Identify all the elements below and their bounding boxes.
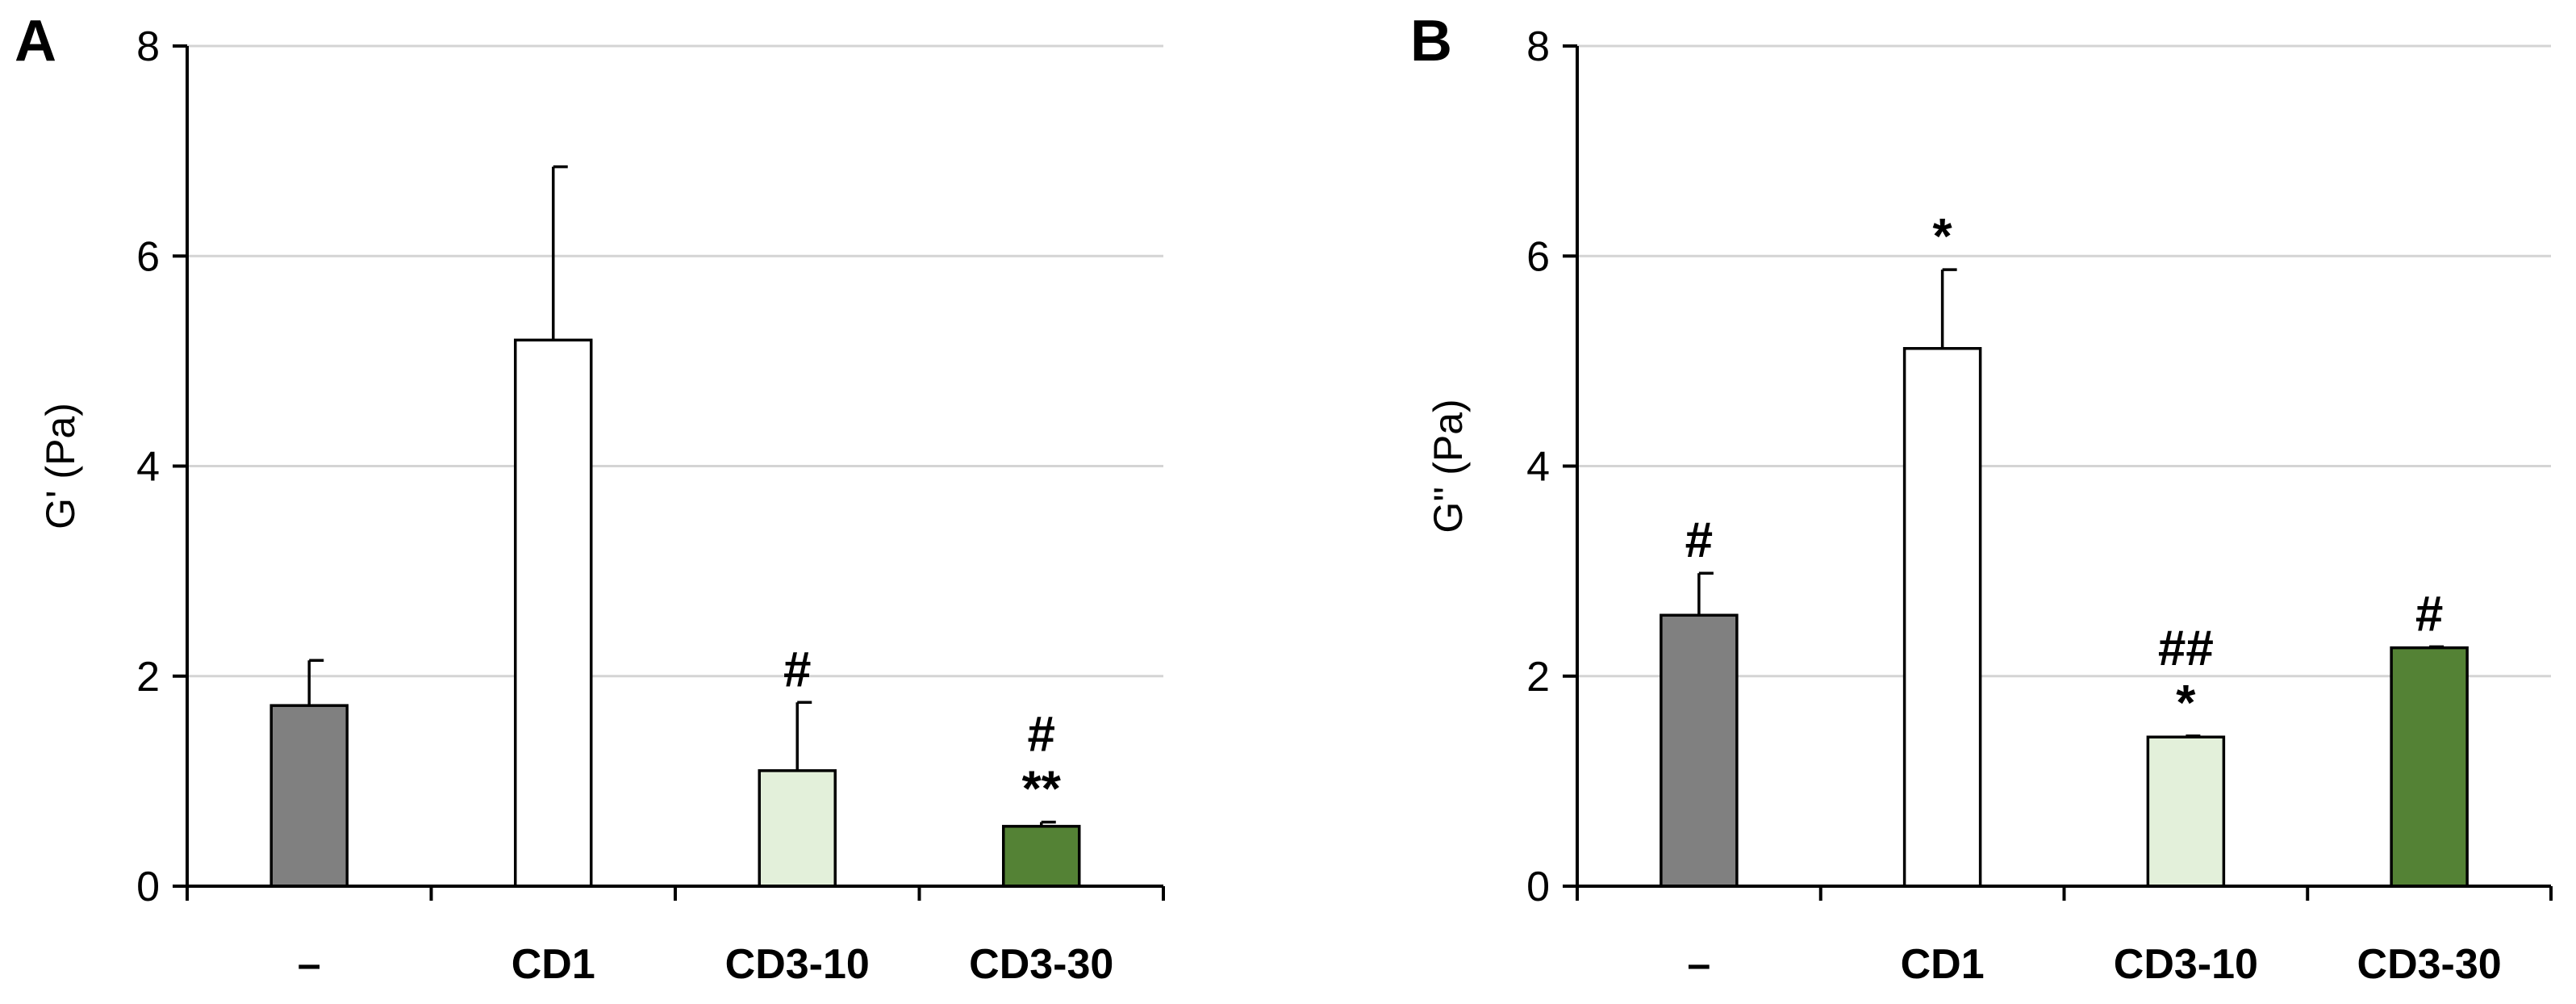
x-tick-label: CD3-30	[969, 941, 1113, 988]
y-tick-label: 6	[136, 233, 160, 280]
significance-mark: #	[1685, 512, 1713, 568]
y-axis-label: G' (Pa)	[38, 403, 83, 529]
bar	[514, 338, 593, 888]
significance-mark: #	[1028, 707, 1055, 763]
x-tick-label: CD3-10	[2114, 941, 2258, 988]
bar	[269, 704, 349, 888]
panel-label: A	[15, 9, 56, 73]
significance-mark: #	[2415, 586, 2443, 642]
bar	[2390, 646, 2469, 888]
x-tick-label: CD3-30	[2357, 941, 2502, 988]
bar	[1660, 613, 1739, 888]
bar	[1902, 347, 1982, 888]
y-tick-label: 8	[136, 23, 160, 70]
y-tick-label: 2	[1526, 654, 1550, 701]
x-tick-label: CD3-10	[725, 941, 870, 988]
significance-mark: *	[2176, 676, 2196, 731]
y-tick-label: 4	[1526, 444, 1550, 491]
panel-label: B	[1410, 9, 1452, 73]
y-tick-label: 8	[1526, 23, 1550, 70]
y-tick-label: 2	[136, 654, 160, 701]
significance-mark: #	[783, 642, 811, 697]
significance-mark: *	[1933, 209, 1953, 265]
bar	[2146, 735, 2226, 888]
x-tick-label: CD1	[1901, 941, 1985, 988]
y-tick-label: 4	[136, 444, 160, 491]
y-axis-label: G'' (Pa)	[1426, 399, 1471, 533]
significance-mark: ##	[2158, 621, 2214, 676]
x-tick-label: –	[1687, 941, 1710, 988]
bar	[758, 769, 837, 888]
y-tick-label: 0	[136, 864, 160, 910]
x-tick-label: –	[298, 941, 321, 988]
bar	[1002, 825, 1081, 888]
significance-mark: **	[1022, 762, 1062, 818]
y-tick-label: 0	[1526, 864, 1550, 910]
y-tick-label: 6	[1526, 233, 1550, 280]
x-tick-label: CD1	[511, 941, 595, 988]
